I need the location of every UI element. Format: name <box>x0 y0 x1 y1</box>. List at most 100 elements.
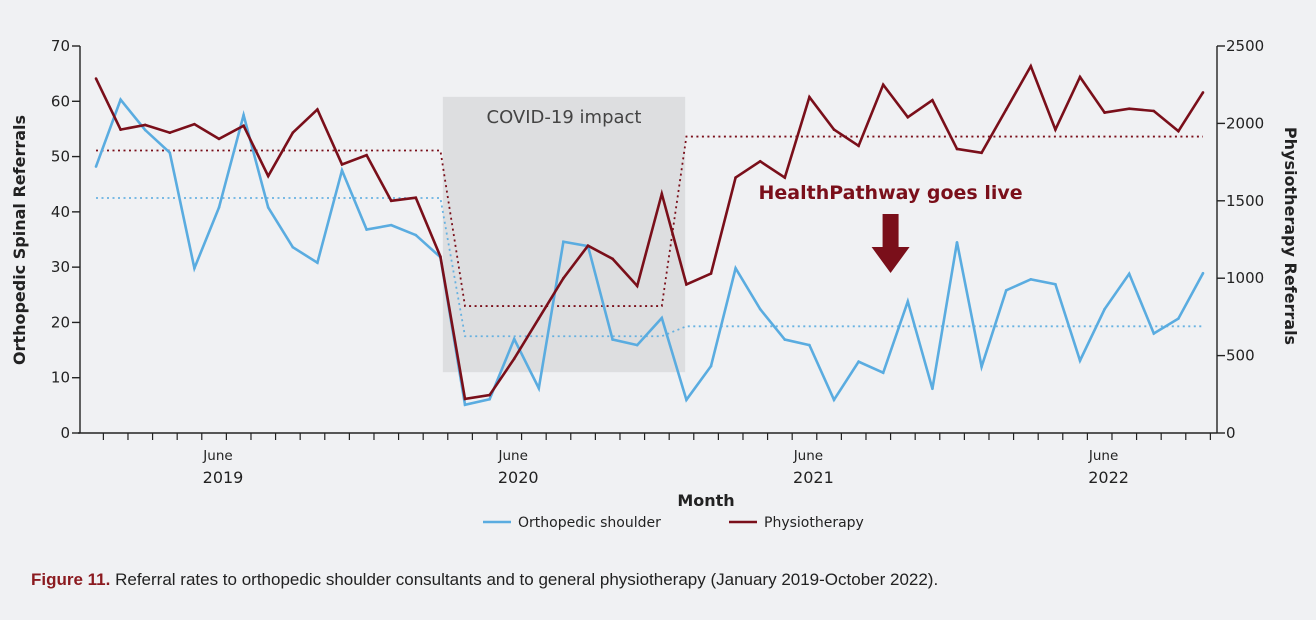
data-point-physiotherapy <box>512 357 516 360</box>
y-right-tick-label: 2000 <box>1226 114 1264 132</box>
data-point-physiotherapy <box>660 192 664 196</box>
data-point-orthopedic-shoulder <box>365 228 368 231</box>
data-point-orthopedic-shoulder <box>660 316 664 320</box>
arrow-head <box>871 247 910 273</box>
data-point-physiotherapy <box>906 115 910 119</box>
series-line-physiotherapy <box>94 63 1205 401</box>
data-point-physiotherapy <box>1029 64 1033 68</box>
data-point-physiotherapy <box>143 123 147 127</box>
data-point-orthopedic-shoulder <box>783 338 787 341</box>
data-point-physiotherapy <box>709 272 713 275</box>
data-point-orthopedic-shoulder <box>980 365 983 368</box>
baseline-orthopedic-shoulder <box>96 197 1203 338</box>
data-point-orthopedic-shoulder <box>1103 307 1106 311</box>
x-tick-year-label: 2019 <box>203 468 244 487</box>
data-point-orthopedic-shoulder <box>734 266 737 270</box>
data-point-orthopedic-shoulder <box>1127 272 1131 276</box>
data-point-orthopedic-shoulder <box>832 398 836 402</box>
data-point-physiotherapy <box>340 163 344 166</box>
y-left-tick-label: 0 <box>60 424 70 442</box>
data-point-physiotherapy <box>955 147 959 151</box>
data-point-physiotherapy <box>734 176 737 179</box>
baselines <box>96 135 1203 338</box>
data-point-orthopedic-shoulder <box>1004 289 1008 292</box>
data-point-orthopedic-shoulder <box>1078 359 1082 362</box>
data-point-physiotherapy <box>316 108 319 111</box>
arrow-shaft <box>882 214 899 247</box>
data-point-orthopedic-shoulder <box>291 245 295 249</box>
data-point-physiotherapy <box>1078 75 1082 79</box>
data-point-orthopedic-shoulder <box>119 98 122 101</box>
data-point-physiotherapy <box>685 283 688 286</box>
data-point-physiotherapy <box>832 128 836 131</box>
data-point-orthopedic-shoulder <box>857 360 860 363</box>
data-point-orthopedic-shoulder <box>512 337 516 341</box>
covid-label: COVID-19 impact <box>487 107 642 128</box>
data-point-orthopedic-shoulder <box>906 300 910 303</box>
caption-lead: Figure 11. <box>31 570 111 589</box>
y-left-tick-label: 50 <box>51 148 70 166</box>
data-point-physiotherapy <box>980 151 983 155</box>
data-point-physiotherapy <box>291 131 295 134</box>
data-point-orthopedic-shoulder <box>340 169 344 172</box>
legend-label-physio: Physiotherapy <box>764 515 864 531</box>
y-right-tick-label: 2500 <box>1226 37 1264 55</box>
x-tick-year-label: 2021 <box>793 468 834 487</box>
data-point-physiotherapy <box>488 393 491 397</box>
x-tick-month-label: June <box>202 448 232 464</box>
x-tick-year-label: 2020 <box>498 468 539 487</box>
data-point-physiotherapy <box>217 137 221 141</box>
data-point-physiotherapy <box>1201 91 1205 94</box>
data-point-orthopedic-shoulder <box>1177 317 1180 320</box>
y-left-tick-label: 70 <box>51 37 70 55</box>
y-left-tick-label: 60 <box>51 92 70 110</box>
data-point-orthopedic-shoulder <box>1054 282 1057 286</box>
data-point-orthopedic-shoulder <box>316 261 319 265</box>
data-point-physiotherapy <box>266 174 270 178</box>
data-point-physiotherapy <box>414 196 418 200</box>
covid-shaded-region <box>442 96 686 373</box>
data-point-physiotherapy <box>783 176 787 179</box>
data-point-physiotherapy <box>586 244 590 247</box>
data-point-orthopedic-shoulder <box>758 307 762 311</box>
annotation-text: HealthPathway goes live <box>759 182 1023 204</box>
data-point-physiotherapy <box>857 144 860 148</box>
data-point-orthopedic-shoulder <box>709 364 713 368</box>
y-right-tick-label: 0 <box>1226 424 1236 442</box>
baseline-physiotherapy <box>96 135 1203 307</box>
down-arrow-icon <box>871 214 910 273</box>
data-point-orthopedic-shoulder <box>1152 332 1156 335</box>
series-lines <box>94 63 1205 407</box>
data-point-orthopedic-shoulder <box>193 266 196 270</box>
data-point-orthopedic-shoulder <box>217 206 221 209</box>
chart: COVID-19 impact 0 10 20 30 40 50 60 70 0 500 1000 1… <box>10 37 1300 531</box>
data-point-physiotherapy <box>119 128 122 131</box>
data-point-orthopedic-shoulder <box>242 113 245 117</box>
data-point-orthopedic-shoulder <box>685 398 688 402</box>
data-point-orthopedic-shoulder <box>463 403 467 407</box>
data-point-physiotherapy <box>1127 107 1131 110</box>
data-point-orthopedic-shoulder <box>1201 271 1205 275</box>
data-point-physiotherapy <box>931 98 934 102</box>
data-point-orthopedic-shoulder <box>955 240 959 244</box>
data-point-physiotherapy <box>365 153 368 157</box>
data-point-orthopedic-shoulder <box>143 128 147 132</box>
caption-text: Referral rates to orthopedic shoulder co… <box>110 570 939 589</box>
data-point-orthopedic-shoulder <box>94 165 98 168</box>
data-point-physiotherapy <box>168 131 172 134</box>
data-point-physiotherapy <box>881 83 885 86</box>
series-line-orthopedic-shoulder <box>94 97 1205 407</box>
legend: Orthopedic shoulder Physiotherapy <box>483 515 864 531</box>
y-left-tick-label: 30 <box>51 258 70 276</box>
data-point-orthopedic-shoulder <box>881 371 885 375</box>
x-tick-month-label: June <box>497 448 527 464</box>
data-point-physiotherapy <box>389 199 393 203</box>
data-point-orthopedic-shoulder <box>931 387 934 391</box>
data-point-physiotherapy <box>611 257 614 261</box>
axes: 0 10 20 30 40 50 60 70 0 500 1000 1500 2000 2500 June J… <box>51 37 1264 487</box>
x-tick-month-label: June <box>793 448 823 464</box>
data-point-orthopedic-shoulder <box>414 233 418 237</box>
y-left-tick-label: 20 <box>51 313 70 331</box>
data-point-physiotherapy <box>635 284 639 288</box>
data-point-physiotherapy <box>94 77 98 80</box>
